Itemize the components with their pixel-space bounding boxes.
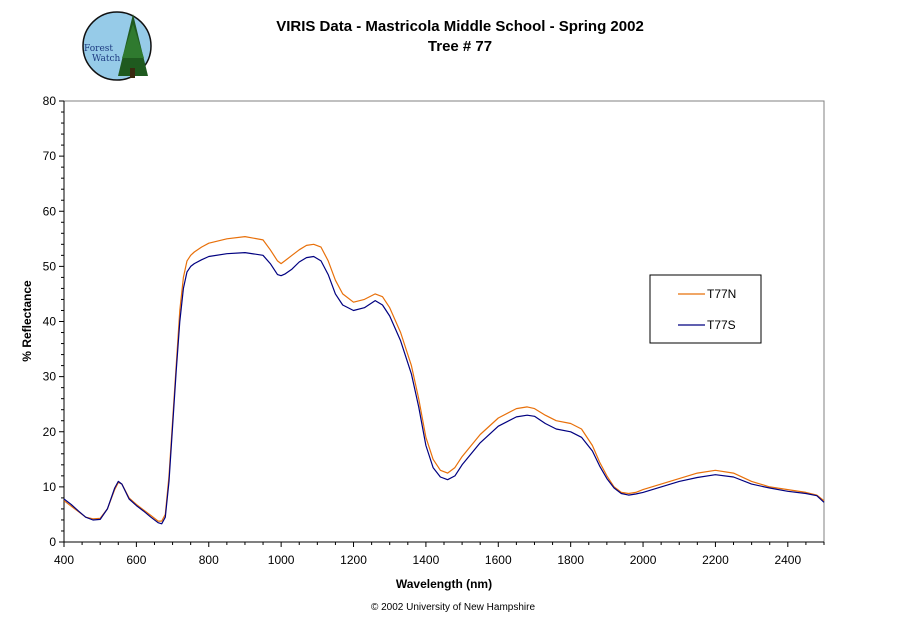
y-axis-label: % Reflectance <box>20 280 34 362</box>
y-tick-label: 40 <box>43 315 57 329</box>
y-tick-label: 20 <box>43 425 57 439</box>
series-line-t77s <box>63 252 825 525</box>
legend-box <box>649 274 762 344</box>
forest-watch-logo: Forest Watch <box>82 11 152 81</box>
y-tick-label: 30 <box>43 370 57 384</box>
series-layer <box>63 236 825 525</box>
legend-label-t77n: T77N <box>707 287 736 301</box>
logo-text-line2: Watch <box>92 54 120 64</box>
y-tick-label: 0 <box>49 535 56 549</box>
y-tick-label: 10 <box>43 480 57 494</box>
x-tick-label: 1400 <box>413 553 440 567</box>
x-tick-label: 2400 <box>774 553 801 567</box>
x-tick-label: 1200 <box>340 553 367 567</box>
x-axis: 400 600 800 1000 1200 1400 1600 1800 2000 2200 240… <box>54 541 825 567</box>
copyright-footer: © 2002 University of New Hampshire <box>371 602 536 613</box>
x-tick-label: 2000 <box>630 553 657 567</box>
chart-title: VIRIS Data - Mastricola Middle School - … <box>276 18 644 35</box>
x-tick-label: 800 <box>199 553 219 567</box>
x-tick-label: 600 <box>126 553 146 567</box>
y-tick-label: 70 <box>43 149 57 163</box>
x-tick-label: 400 <box>54 553 74 567</box>
y-axis: 0 10 20 30 40 50 60 70 80 <box>43 94 65 549</box>
chart-subtitle: Tree # 77 <box>428 38 492 55</box>
legend-label-t77s: T77S <box>707 318 736 332</box>
x-tick-label: 1800 <box>557 553 584 567</box>
tree-icon <box>118 14 148 78</box>
y-tick-label: 60 <box>43 204 57 218</box>
x-tick-label: 2200 <box>702 553 729 567</box>
logo-text-line1: Forest <box>84 44 113 54</box>
y-tick-label: 50 <box>43 259 57 273</box>
x-axis-label: Wavelength (nm) <box>396 577 492 591</box>
series-line-t77n <box>63 236 825 522</box>
y-tick-label: 80 <box>43 94 57 108</box>
legend: T77N T77S <box>649 274 762 344</box>
x-tick-label: 1600 <box>485 553 512 567</box>
x-tick-label: 1000 <box>268 553 295 567</box>
